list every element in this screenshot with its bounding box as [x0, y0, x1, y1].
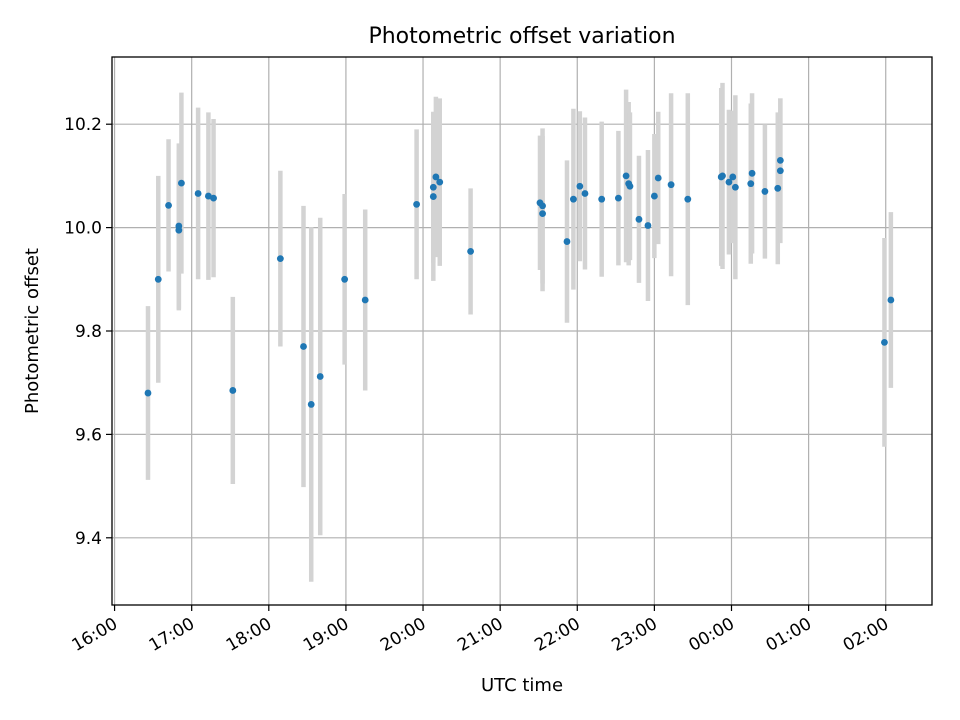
- data-point: [731, 183, 739, 191]
- data-point: [175, 222, 183, 230]
- x-axis-label: UTC time: [481, 675, 563, 696]
- data-point: [776, 156, 784, 164]
- grid-lines: [112, 57, 932, 605]
- data-point: [429, 193, 437, 200]
- data-point: [761, 188, 769, 195]
- y-tick-label: 9.8: [75, 322, 102, 342]
- data-point: [644, 222, 652, 229]
- data-point: [539, 210, 546, 218]
- x-tick-label: 16:00: [69, 614, 121, 656]
- data-point: [361, 296, 369, 304]
- x-tick-label: 21:00: [454, 614, 506, 656]
- x-tick-label: 01:00: [763, 614, 815, 656]
- data-point: [747, 180, 755, 188]
- data-point: [229, 387, 237, 394]
- data-point: [887, 296, 895, 304]
- data-point: [436, 178, 444, 186]
- data-point: [178, 179, 185, 187]
- data-point: [432, 173, 440, 181]
- data-point: [598, 195, 606, 203]
- data-points: [144, 156, 895, 408]
- data-point: [614, 194, 622, 202]
- data-point: [300, 343, 307, 350]
- data-point: [581, 190, 589, 197]
- data-point: [576, 182, 584, 190]
- data-point: [748, 169, 756, 177]
- x-axis-ticks: 16:00 17:00 18:00 19:00 20:00 21:00 22:00 23:00…: [69, 605, 892, 656]
- x-tick-label: 20:00: [377, 614, 429, 656]
- y-axis-ticks: 9.4 9.6 9.8 10.0 10.2: [64, 115, 112, 549]
- data-point: [429, 183, 437, 191]
- data-point: [650, 192, 658, 200]
- y-tick-label: 10.0: [64, 219, 102, 239]
- data-point: [165, 201, 172, 209]
- data-point: [154, 275, 162, 283]
- y-tick-label: 10.2: [64, 115, 102, 135]
- data-point: [413, 200, 421, 208]
- y-tick-label: 9.6: [75, 425, 102, 445]
- data-point: [144, 389, 152, 397]
- data-point: [776, 167, 784, 175]
- data-point: [881, 338, 888, 346]
- data-point: [563, 238, 571, 245]
- data-point: [276, 255, 284, 263]
- x-tick-label: 23:00: [608, 614, 660, 656]
- data-point: [194, 190, 202, 197]
- x-tick-label: 19:00: [300, 614, 352, 656]
- x-tick-label: 00:00: [686, 614, 738, 656]
- y-tick-label: 9.4: [75, 529, 102, 549]
- data-point: [774, 184, 782, 192]
- data-point: [316, 373, 324, 380]
- data-point: [719, 172, 726, 180]
- x-tick-label: 22:00: [531, 614, 583, 656]
- data-point: [204, 192, 212, 200]
- x-tick-label: 17:00: [146, 614, 198, 656]
- data-point: [467, 247, 474, 255]
- data-point: [626, 182, 634, 190]
- chart-title: Photometric offset variation: [368, 24, 675, 49]
- data-point: [622, 172, 630, 180]
- data-point: [729, 173, 737, 181]
- data-point: [635, 215, 643, 223]
- data-point: [539, 202, 546, 210]
- data-point: [725, 178, 733, 186]
- data-point: [684, 195, 692, 203]
- data-point: [210, 194, 217, 202]
- data-point: [654, 174, 662, 182]
- x-tick-label: 18:00: [223, 614, 275, 656]
- data-point: [341, 275, 349, 283]
- y-axis-label: Photometric offset: [22, 248, 43, 414]
- data-point: [570, 195, 577, 203]
- data-point: [307, 401, 315, 408]
- x-tick-label: 02:00: [840, 614, 892, 656]
- data-point: [667, 181, 675, 189]
